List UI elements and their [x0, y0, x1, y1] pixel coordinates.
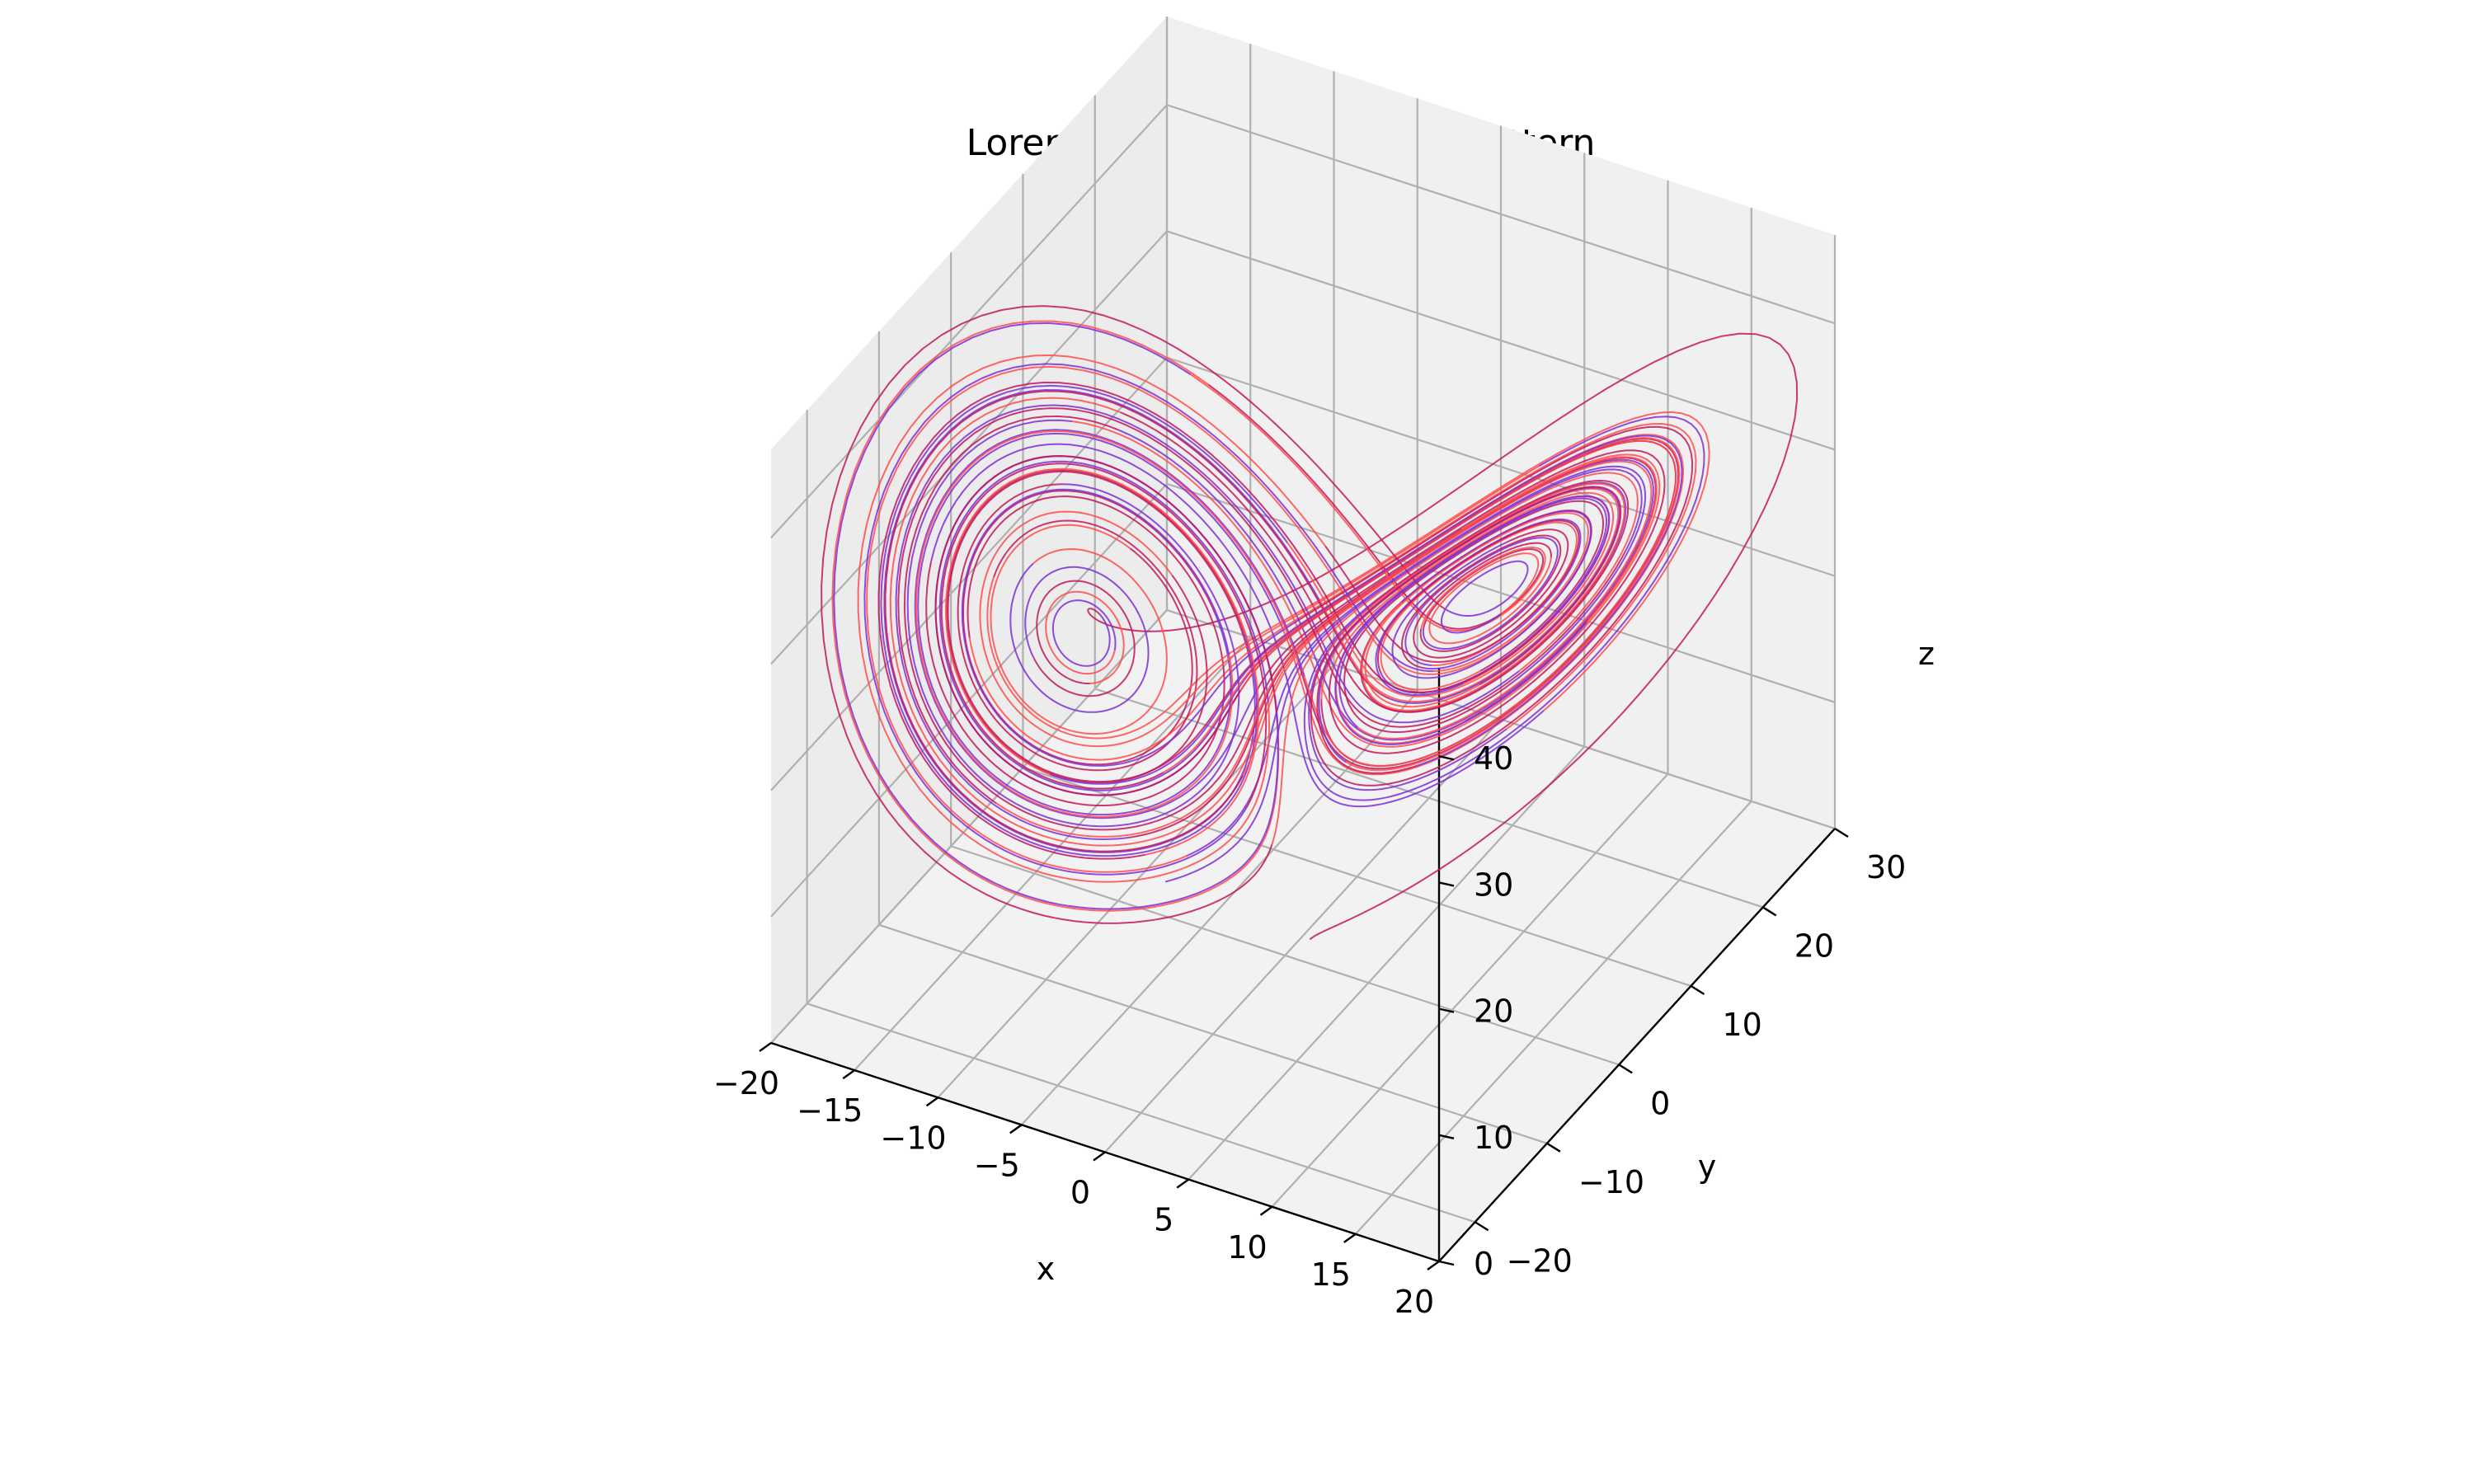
x-tick-label: 5	[1154, 1202, 1174, 1238]
x-tick-label: 20	[1395, 1284, 1434, 1320]
x-tick-label: −5	[974, 1147, 1020, 1183]
z-tick-label: 10	[1474, 1120, 1513, 1156]
x-tick-label: −15	[797, 1092, 863, 1129]
z-tick-label: 20	[1474, 993, 1513, 1030]
y-tick-label: 20	[1794, 928, 1834, 964]
z-tick-label: 30	[1474, 866, 1513, 903]
x-tick-label: 15	[1311, 1256, 1351, 1293]
y-tick-label: −10	[1578, 1164, 1644, 1200]
y-tick-label: 30	[1866, 849, 1906, 885]
y-axis-label: y	[1698, 1148, 1717, 1185]
y-tick-label: 0	[1650, 1085, 1670, 1121]
x-tick-label: 10	[1227, 1229, 1267, 1266]
x-tick-label: −20	[713, 1065, 779, 1101]
z-tick-label: 0	[1474, 1246, 1493, 1282]
y-tick-label: 10	[1722, 1007, 1761, 1043]
z-axis-label: z	[1918, 636, 1935, 672]
x-tick-label: 0	[1070, 1175, 1090, 1211]
z-tick-label: 40	[1474, 740, 1513, 777]
y-tick-label: −20	[1507, 1242, 1573, 1279]
x-axis-label: x	[1037, 1251, 1056, 1287]
x-tick-label: −10	[880, 1120, 946, 1156]
